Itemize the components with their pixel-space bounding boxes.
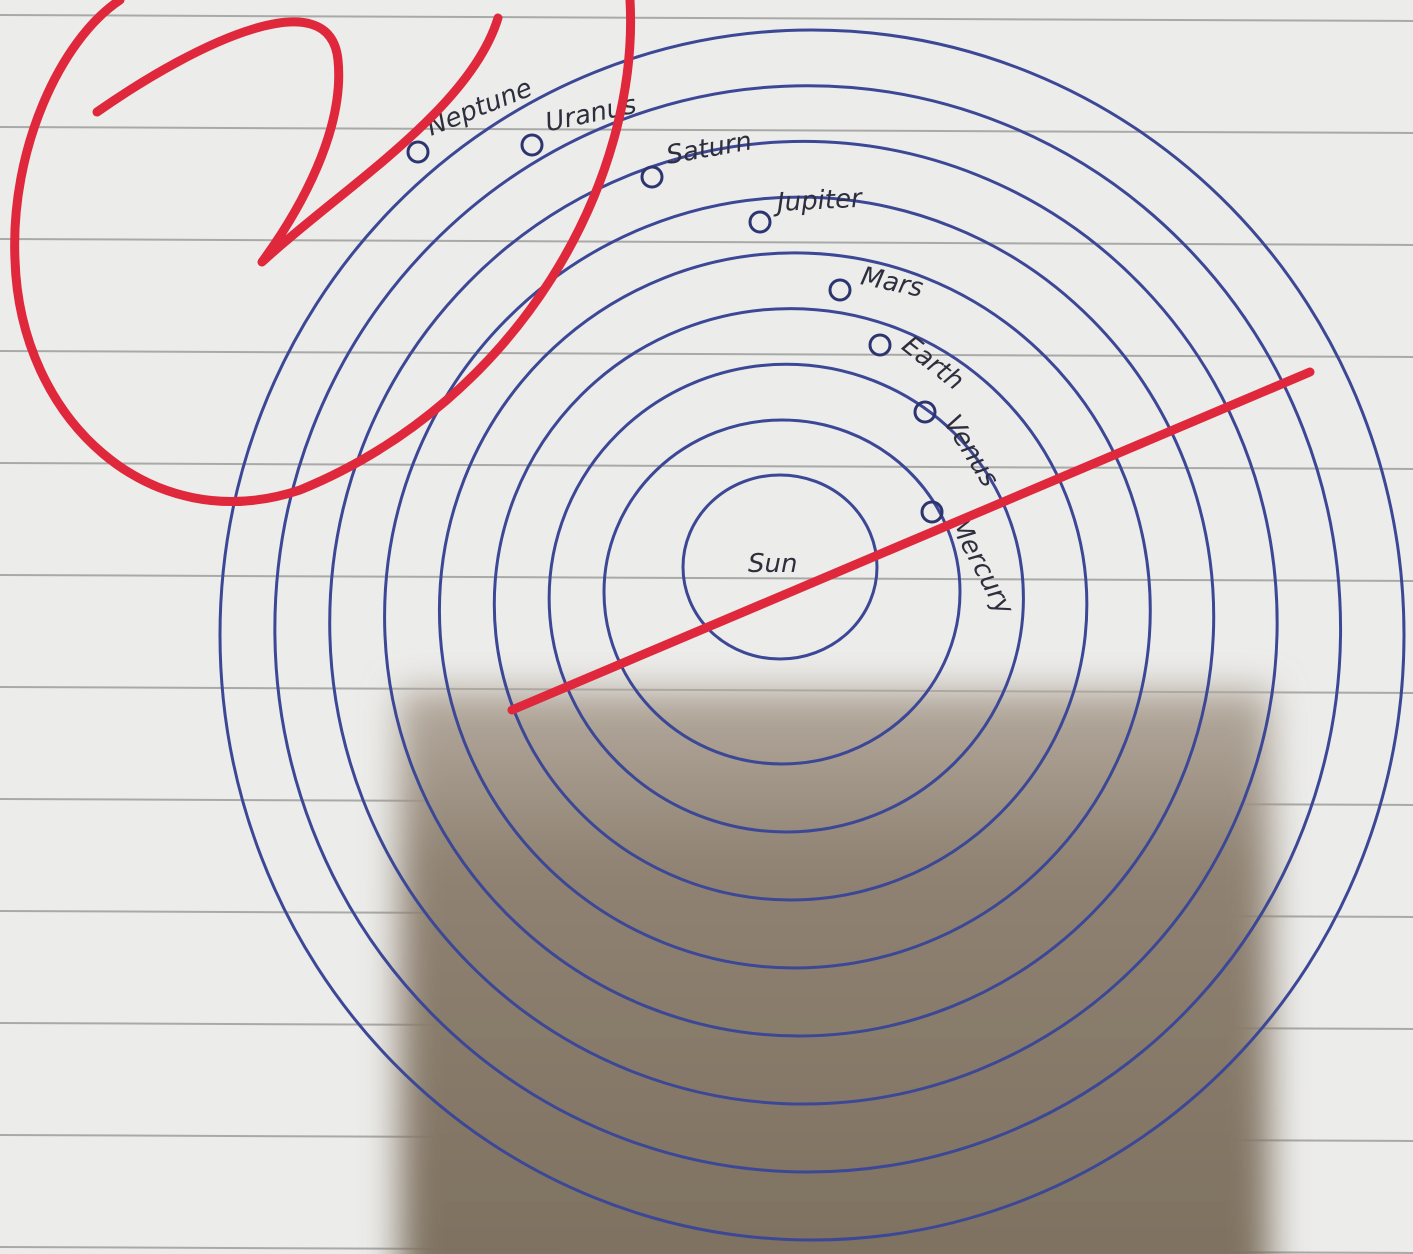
shadow <box>400 690 1270 1254</box>
drawing: Sun MercuryVenusEarthMarsJupiterSaturnUr… <box>0 0 1413 1254</box>
planet-label: Jupiter <box>771 184 865 219</box>
sun-label: Sun <box>748 549 797 579</box>
